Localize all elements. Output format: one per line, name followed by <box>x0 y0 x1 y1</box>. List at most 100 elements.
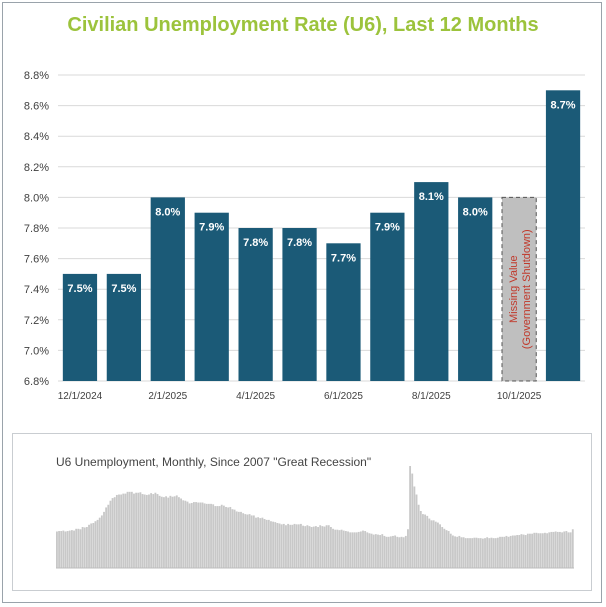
mini-bar <box>270 521 272 568</box>
mini-bar <box>394 535 397 568</box>
mini-bar <box>379 535 382 568</box>
mini-bar <box>289 524 292 568</box>
mini-bar <box>75 528 78 568</box>
bar-data-label: 7.5% <box>67 283 92 295</box>
mini-bar <box>366 532 369 568</box>
y-tick-label: 7.6% <box>24 254 49 266</box>
mini-bar <box>456 536 459 568</box>
mini-bar <box>462 537 465 568</box>
mini-bar <box>353 532 356 568</box>
mini-bar <box>180 498 182 568</box>
mini-bar <box>210 503 212 568</box>
mini-bar <box>77 528 80 568</box>
mini-bar <box>83 527 86 568</box>
bar <box>62 273 98 381</box>
mini-bar <box>428 518 431 568</box>
mini-bar <box>150 493 153 568</box>
mini-bar <box>105 507 108 568</box>
mini-bar <box>484 538 486 568</box>
mini-bar <box>381 534 384 568</box>
mini-bar <box>552 531 555 568</box>
mini-bar <box>244 514 247 568</box>
mini-bar <box>64 531 67 568</box>
mini-bar <box>231 509 234 568</box>
mini-bar <box>471 538 474 568</box>
mini-bar <box>419 510 422 568</box>
mini-bar <box>272 521 275 568</box>
mini-bar <box>496 537 499 568</box>
mini-bar <box>158 495 161 568</box>
bar-data-label: 8.0% <box>155 206 180 218</box>
mini-bar <box>178 497 180 568</box>
mini-bar <box>70 530 73 568</box>
mini-bar <box>207 503 210 568</box>
mini-bar <box>62 530 65 568</box>
mini-bar <box>368 533 371 568</box>
bar <box>326 243 361 381</box>
mini-bar <box>66 531 69 568</box>
mini-bar <box>338 530 341 568</box>
mini-bar <box>96 519 99 568</box>
mini-bar <box>195 502 197 568</box>
mini-bar <box>312 526 315 568</box>
bar-data-label: 7.7% <box>331 252 356 264</box>
mini-bar <box>537 533 540 568</box>
x-tick-label: 10/1/2025 <box>497 391 542 402</box>
missing-value-bar <box>501 196 537 382</box>
mini-bar <box>400 536 403 568</box>
mini-bar <box>118 494 120 568</box>
mini-bar <box>246 514 249 568</box>
mini-bar <box>79 529 82 568</box>
mini-bar <box>274 522 277 568</box>
mini-bar <box>163 497 165 568</box>
mini-bar <box>329 527 332 568</box>
mini-bar <box>287 523 290 568</box>
mini-bar <box>526 533 529 568</box>
mini-bar <box>404 535 407 568</box>
mini-bar <box>304 526 307 568</box>
mini-bar <box>218 506 221 568</box>
mini-bar <box>240 511 242 568</box>
mini-bar <box>145 494 148 568</box>
mini-bar <box>520 534 523 568</box>
mini-bar <box>441 527 444 568</box>
mini-bar <box>225 506 227 568</box>
mini-bar <box>344 531 347 568</box>
missing-label-line1: Missing Value <box>508 255 520 323</box>
mini-bar <box>347 531 349 568</box>
mini-chart-title: U6 Unemployment, Monthly, Since 2007 "Gr… <box>56 455 372 469</box>
mini-bar <box>310 527 313 568</box>
bar-data-label: 7.8% <box>287 237 312 249</box>
mini-bar <box>85 527 88 568</box>
mini-bar <box>430 520 433 568</box>
x-tick-label: 2/1/2025 <box>148 391 187 402</box>
mini-bar <box>398 537 401 568</box>
main-bar-chart: 6.8% 7.0% 7.2% 7.4% 7.6% 7.8% 8.0% 8.2% 8.4% 8.6%… <box>24 70 585 402</box>
mini-bar <box>387 536 390 568</box>
mini-bar <box>216 506 219 568</box>
mini-bar <box>413 486 416 568</box>
mini-bar <box>148 494 150 568</box>
mini-bar <box>546 533 549 568</box>
mini-bar <box>569 532 572 568</box>
bar <box>238 228 273 381</box>
mini-bar <box>325 525 328 568</box>
mini-bar <box>494 538 497 568</box>
mini-bar <box>212 504 215 568</box>
mini-bar <box>229 506 232 568</box>
mini-bar <box>336 529 339 568</box>
mini-bar <box>58 531 60 568</box>
x-tick-label: 8/1/2025 <box>412 391 451 402</box>
mini-bar <box>409 466 412 568</box>
mini-bar <box>559 531 561 568</box>
mini-bar <box>73 530 75 568</box>
mini-chart-panel: U6 Unemployment, Monthly, Since 2007 "Gr… <box>12 433 592 591</box>
mini-bar <box>466 538 469 568</box>
mini-bar <box>203 503 206 568</box>
mini-bar <box>295 524 298 568</box>
bar <box>370 212 405 381</box>
mini-bar <box>255 517 257 568</box>
mini-bar <box>323 526 326 568</box>
mini-bar <box>417 504 420 568</box>
mini-bar <box>128 491 131 568</box>
